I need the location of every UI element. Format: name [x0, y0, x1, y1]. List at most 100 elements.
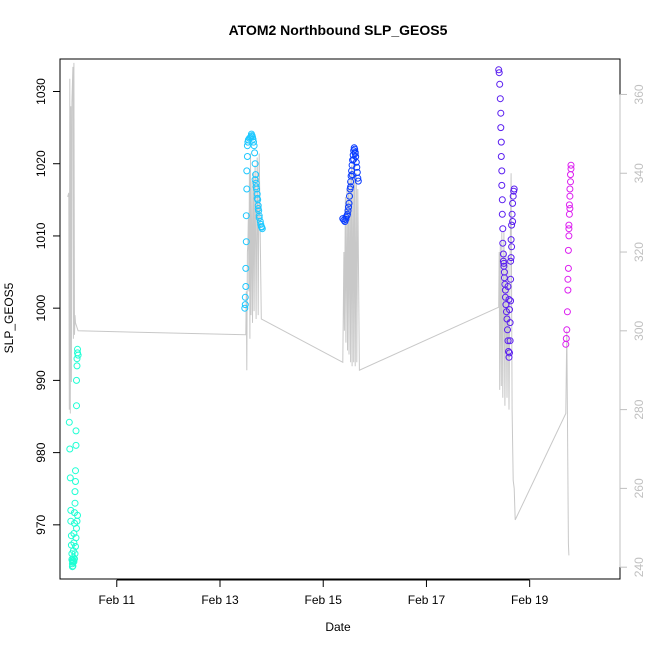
data-point-series-5	[564, 286, 572, 294]
data-point-series-3	[342, 215, 350, 223]
data-point-series-1	[74, 511, 81, 519]
data-point-series-3	[348, 171, 356, 179]
data-point-series-2	[249, 135, 257, 143]
data-point-series-3	[344, 210, 351, 218]
data-point-series-4	[507, 297, 515, 305]
y2-tick-label: 340	[632, 163, 646, 183]
data-point-series-1	[72, 534, 80, 542]
data-point-series-2	[252, 171, 260, 179]
data-point-series-4	[497, 124, 505, 132]
data-point-series-1	[67, 506, 75, 514]
data-point-series-5	[563, 308, 571, 316]
data-point-series-4	[498, 181, 506, 189]
data-point-series-4	[507, 275, 515, 283]
data-point-series-1	[70, 558, 78, 566]
data-point-series-5	[567, 178, 574, 186]
chart-title: ATOM2 Northbound SLP_GEOS5	[229, 22, 448, 38]
x-axis-label: Date	[325, 620, 351, 634]
data-point-series-5	[562, 340, 570, 348]
data-point-series-4	[501, 293, 509, 301]
data-point-series-4	[506, 337, 514, 345]
y-tick-label: 1010	[34, 222, 48, 249]
data-point-series-4	[509, 192, 517, 200]
data-point-series-4	[500, 274, 508, 282]
data-point-series-4	[496, 95, 504, 103]
data-point-series-3	[353, 163, 361, 171]
data-point-series-2	[255, 214, 263, 222]
data-point-series-1	[72, 478, 79, 485]
data-point-series-1	[72, 543, 79, 550]
data-point-series-1	[71, 555, 78, 563]
data-point-series-4	[499, 225, 507, 233]
data-point-series-2	[257, 220, 265, 228]
data-point-series-2	[250, 142, 258, 150]
data-point-series-5	[565, 225, 573, 233]
data-point-series-2	[243, 167, 251, 175]
data-point-series-4	[495, 69, 503, 77]
data-point-series-4	[506, 349, 513, 357]
data-point-series-2	[242, 212, 250, 220]
data-point-series-1	[73, 355, 81, 363]
data-point-series-4	[499, 250, 507, 258]
data-point-series-5	[565, 221, 573, 229]
y-tick-label: 990	[34, 370, 48, 390]
data-point-series-1	[66, 474, 74, 482]
data-point-series-4	[508, 210, 516, 218]
data-point-series-4	[502, 301, 510, 309]
data-point-series-2	[251, 176, 259, 184]
data-point-series-4	[497, 153, 505, 160]
data-point-series-2	[258, 223, 266, 231]
plot-box	[59, 58, 621, 580]
data-point-series-4	[495, 66, 503, 74]
data-point-series-5	[565, 201, 573, 209]
data-point-series-2	[254, 202, 262, 210]
data-point-series-1	[73, 524, 80, 532]
data-point-series-4	[505, 296, 513, 303]
y2-axis: 240 260 280 300 320 340 360	[619, 84, 646, 577]
data-point-series-4	[508, 221, 516, 229]
y-tick-label: 1030	[34, 78, 48, 105]
data-point-series-4	[509, 218, 517, 225]
data-point-series-3	[347, 183, 355, 191]
secondary-series-line	[67, 62, 570, 556]
data-point-series-4	[499, 239, 507, 247]
data-point-series-2	[242, 283, 250, 290]
data-point-series-3	[346, 192, 353, 200]
y2-tick-label: 280	[632, 399, 646, 419]
data-point-series-4	[505, 353, 513, 361]
data-point-series-4	[497, 138, 505, 146]
data-point-series-5	[565, 210, 573, 218]
x-axis: Feb 11 Feb 13 Feb 15 Feb 17 Feb 19	[99, 579, 549, 607]
data-point-series-1	[72, 427, 80, 435]
data-point-series-4	[500, 259, 508, 267]
data-point-series-3	[345, 199, 353, 207]
data-point-series-4	[507, 254, 515, 262]
data-point-series-2	[243, 153, 251, 160]
data-point-series-3	[354, 177, 362, 185]
data-point-series-5	[562, 335, 570, 342]
data-point-series-2	[251, 160, 259, 168]
y2-tick-label: 260	[632, 478, 646, 498]
data-point-series-1	[72, 441, 80, 449]
data-point-series-4	[507, 236, 515, 244]
data-point-series-5	[567, 171, 574, 179]
data-point-series-1	[74, 345, 81, 353]
y-tick-label: 1000	[34, 294, 48, 321]
data-point-series-2	[253, 194, 261, 202]
data-point-series-3	[347, 172, 355, 180]
data-point-series-4	[497, 109, 505, 117]
data-point-series-5	[566, 185, 574, 193]
data-point-series-4	[504, 326, 511, 334]
data-point-series-4	[504, 337, 512, 345]
data-point-series-2	[252, 183, 260, 191]
data-point-series-5	[567, 161, 575, 169]
data-point-series-5	[566, 205, 574, 212]
data-point-series-1	[65, 418, 73, 426]
data-point-series-2	[241, 293, 249, 301]
data-point-series-4	[509, 199, 517, 207]
data-point-series-2	[251, 149, 259, 157]
data-point-series-4	[498, 196, 506, 204]
data-point-series-1	[73, 362, 81, 370]
data-point-series-4	[504, 283, 512, 290]
